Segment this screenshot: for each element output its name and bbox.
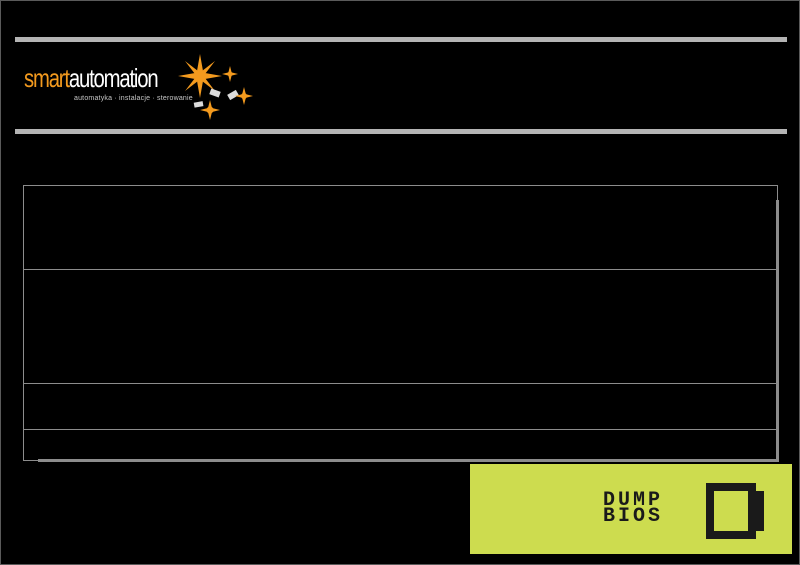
dump-label-line1: DUMP [603, 489, 664, 512]
dump-bios-label: DUMP BIOS [603, 489, 664, 528]
dump-label-line2: BIOS [603, 505, 664, 528]
panel-row-1 [24, 186, 777, 270]
header-rule-bottom [15, 129, 787, 134]
gear-star-icon [178, 54, 253, 120]
logo-word-automation: automation [68, 63, 159, 93]
panel-row-2 [24, 270, 777, 384]
window-icon [706, 483, 764, 539]
logo-tagline: automatyka · instalacje · sterowanie [74, 95, 193, 102]
panel-row-3 [24, 384, 777, 430]
content-panel [23, 185, 778, 461]
panel-row-4 [24, 430, 777, 460]
dump-bios-banner[interactable]: DUMP BIOS [470, 464, 792, 554]
smartautomation-logo[interactable]: smartautomation automatyka · instalacje … [24, 52, 254, 124]
logo-wordmark: smartautomation [24, 63, 159, 93]
header-rule-top [15, 37, 787, 42]
logo-word-smart: smart [24, 63, 70, 93]
